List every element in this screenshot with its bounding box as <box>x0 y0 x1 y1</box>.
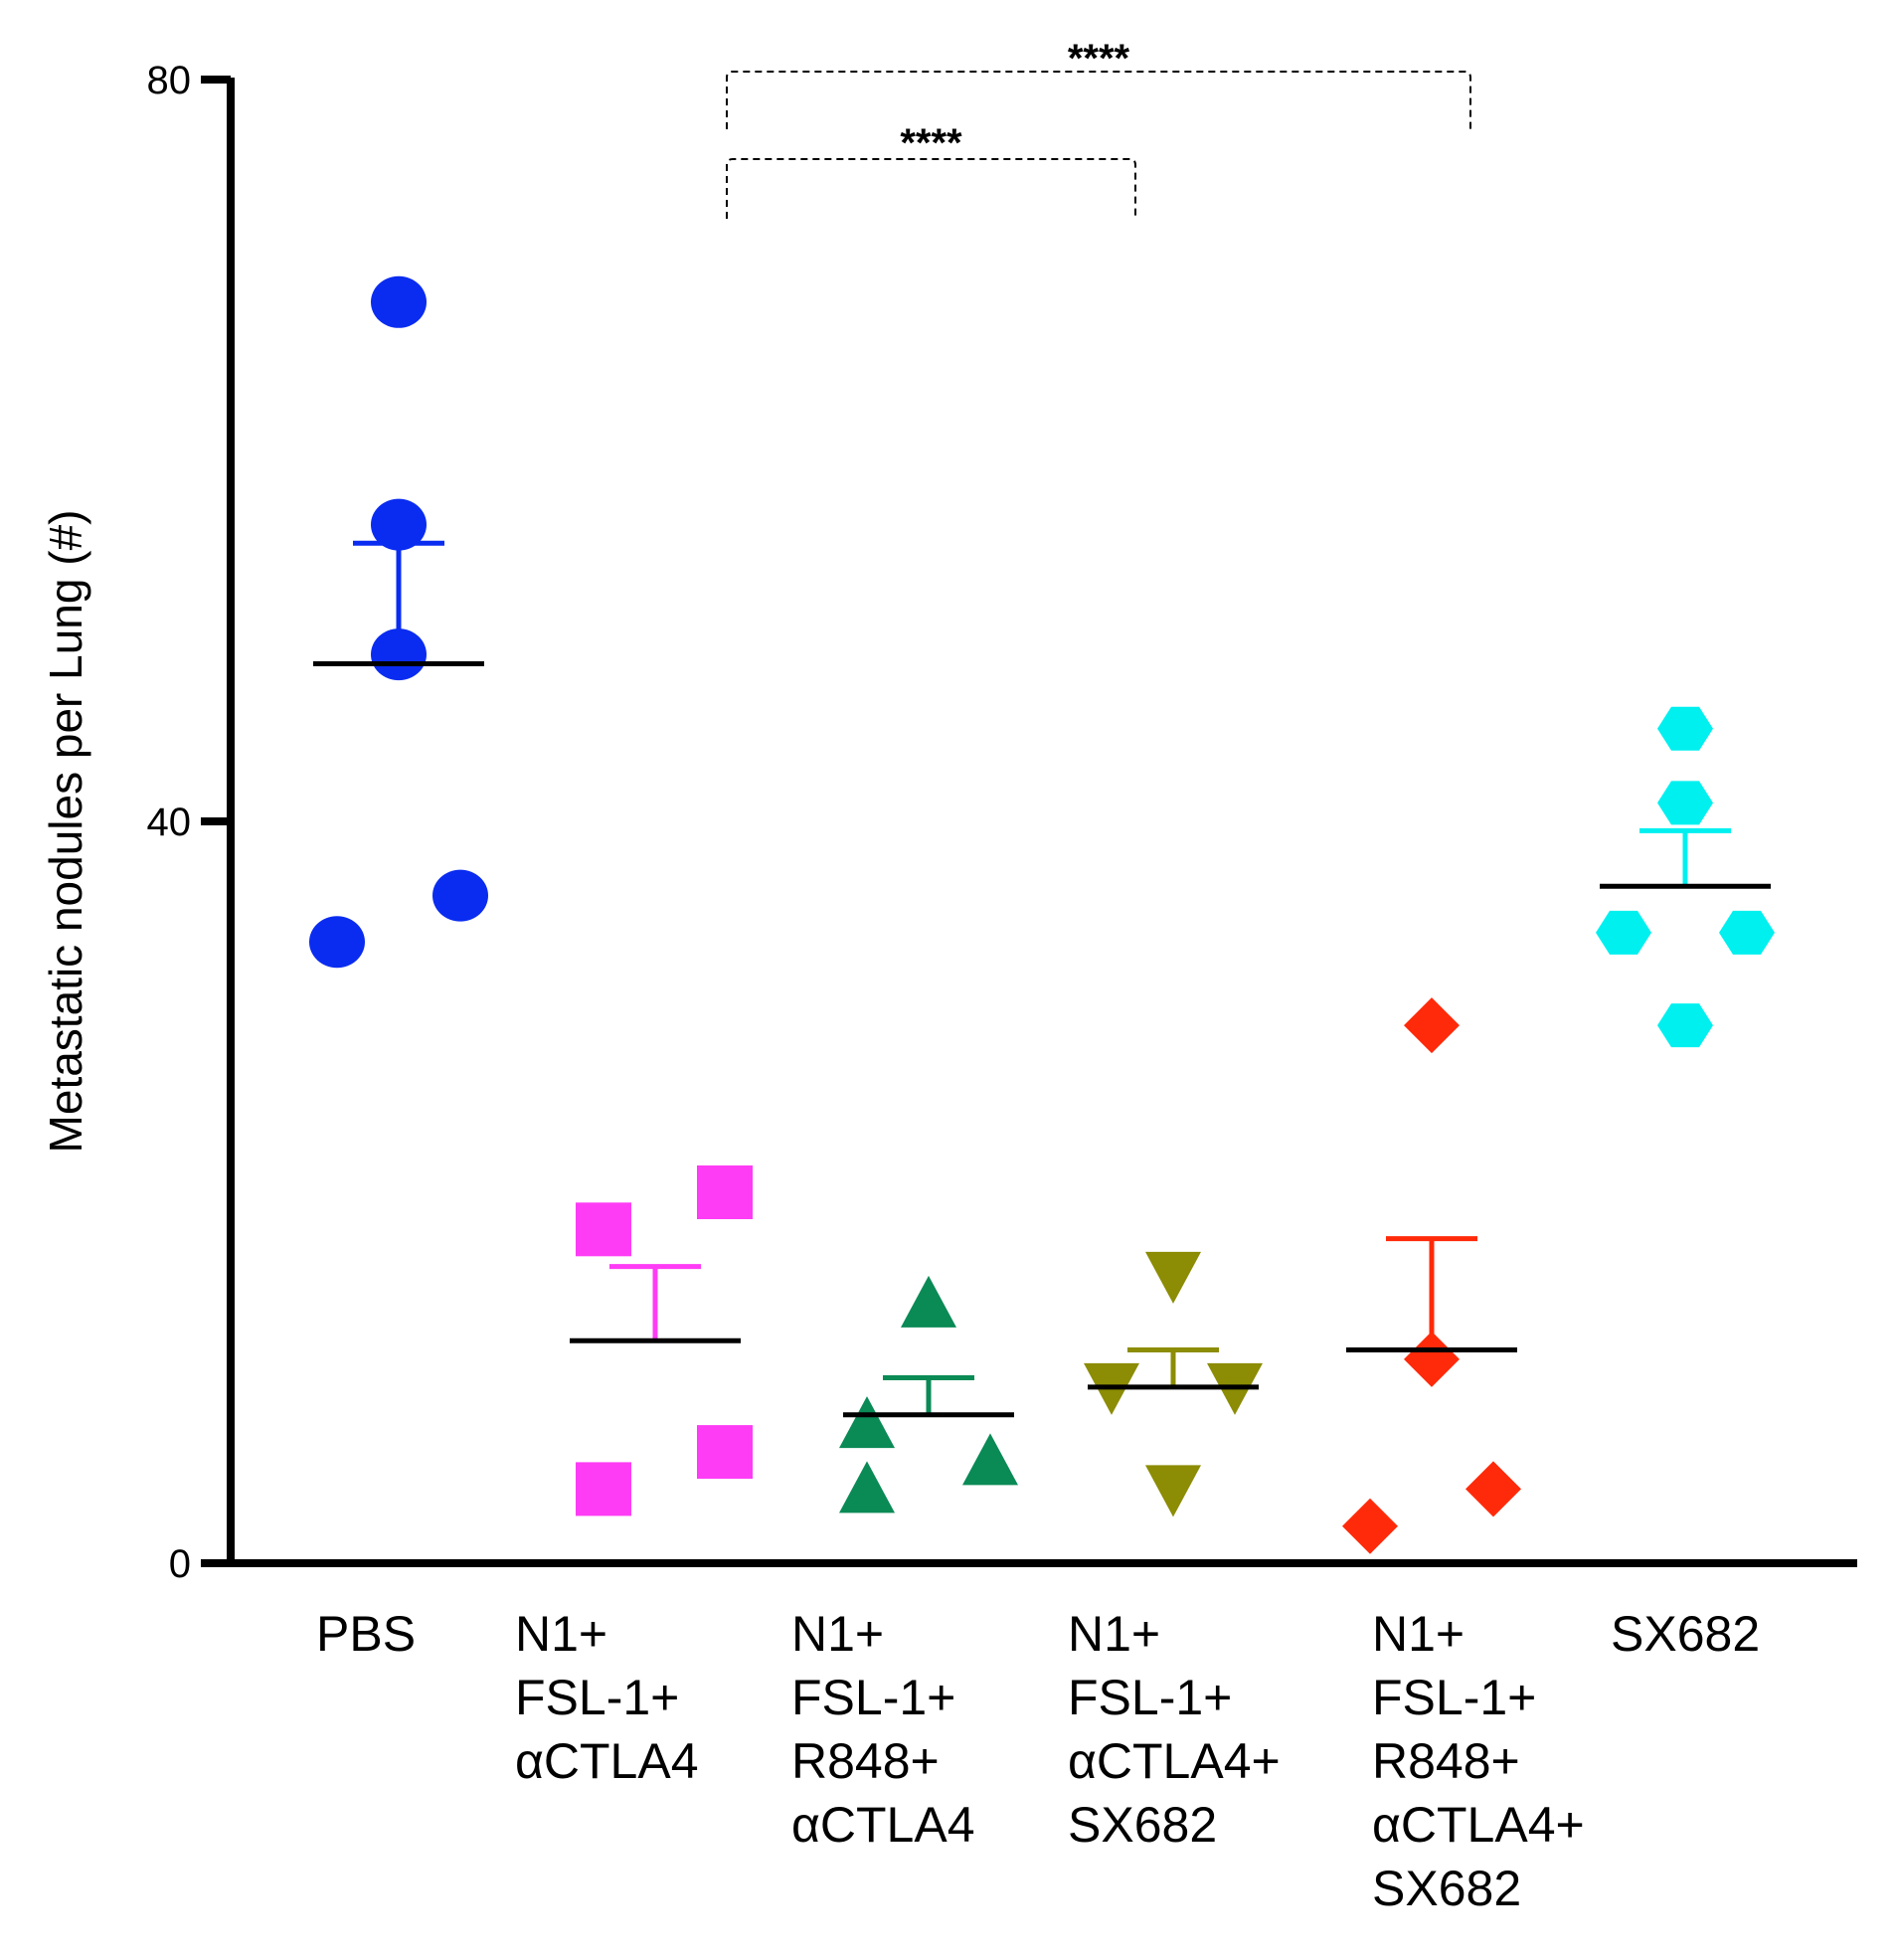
category-label-line: FSL-1+ <box>515 1670 679 1725</box>
data-point-triangle-down <box>1145 1251 1201 1304</box>
category-label: N1+ FSL-1+ αCTLA4 <box>515 1606 699 1789</box>
data-point-diamond <box>1404 1331 1460 1387</box>
data-point-diamond <box>1404 997 1460 1054</box>
significance-brackets: **** **** <box>726 37 1471 219</box>
data-point-circle <box>309 916 365 969</box>
category-label-line: SX682 <box>1372 1861 1521 1916</box>
y-tick-label: 80 <box>147 59 192 102</box>
category-label-line: N1+ <box>1068 1606 1160 1662</box>
data-point-triangle-up <box>839 1461 895 1514</box>
category-label-line: αCTLA4 <box>515 1733 699 1789</box>
significance-bracket <box>726 71 1471 129</box>
category-label: SX682 <box>1611 1606 1760 1662</box>
y-axis-title: Metastatic nodules per Lung (#) <box>40 510 91 1154</box>
data-point-hexagon <box>1596 910 1651 955</box>
data-point-circle <box>371 498 427 551</box>
category-label-line: N1+ <box>1372 1606 1464 1662</box>
data-point-square <box>576 1202 631 1257</box>
data-point-hexagon <box>1657 1003 1713 1048</box>
category-label: PBS <box>316 1606 416 1662</box>
significance-label: **** <box>1068 37 1130 81</box>
category-label-line: FSL-1+ <box>791 1670 955 1725</box>
data-point-square <box>576 1462 631 1516</box>
category-label-line: R848+ <box>791 1733 940 1789</box>
data-point-square <box>697 1165 753 1219</box>
data-points <box>309 275 1775 1554</box>
category-label-line: N1+ <box>791 1606 884 1662</box>
data-point-circle <box>371 275 427 328</box>
category-label: N1+ FSL-1+ R848+ αCTLA4 <box>791 1606 975 1853</box>
category-label-line: αCTLA4+ <box>1372 1797 1585 1853</box>
category-label-line: N1+ <box>515 1606 607 1662</box>
category-label-line: αCTLA4+ <box>1068 1733 1281 1789</box>
data-point-circle <box>432 869 488 922</box>
category-label-line: FSL-1+ <box>1068 1670 1232 1725</box>
category-label-line: FSL-1+ <box>1372 1670 1536 1725</box>
data-point-triangle-up <box>901 1275 956 1328</box>
mean-sem-bars <box>313 540 1771 1418</box>
category-label: N1+ FSL-1+ R848+ αCTLA4+ SX682 <box>1372 1606 1585 1916</box>
data-point-square <box>697 1425 753 1480</box>
category-label-line: αCTLA4 <box>791 1797 975 1853</box>
significance-label: **** <box>900 121 962 165</box>
category-label-line: PBS <box>316 1606 416 1662</box>
data-point-hexagon <box>1657 706 1713 751</box>
axes: 0 40 80 Metastatic nodules per Lung (#) <box>40 59 1857 1586</box>
data-point-hexagon <box>1657 781 1713 825</box>
y-tick-label: 0 <box>169 1542 191 1586</box>
category-label-line: R848+ <box>1372 1733 1520 1789</box>
data-point-triangle-down <box>1145 1465 1201 1517</box>
category-label-line: SX682 <box>1611 1606 1760 1662</box>
category-label-line: SX682 <box>1068 1797 1217 1853</box>
data-point-diamond <box>1342 1498 1398 1554</box>
data-point-triangle-up <box>839 1396 895 1449</box>
data-point-diamond <box>1465 1461 1521 1517</box>
y-tick-label: 40 <box>147 801 192 844</box>
category-label: N1+ FSL-1+ αCTLA4+ SX682 <box>1068 1606 1281 1853</box>
significance-bracket <box>726 158 1136 219</box>
data-point-triangle-up <box>962 1433 1018 1486</box>
data-point-hexagon <box>1719 910 1775 955</box>
